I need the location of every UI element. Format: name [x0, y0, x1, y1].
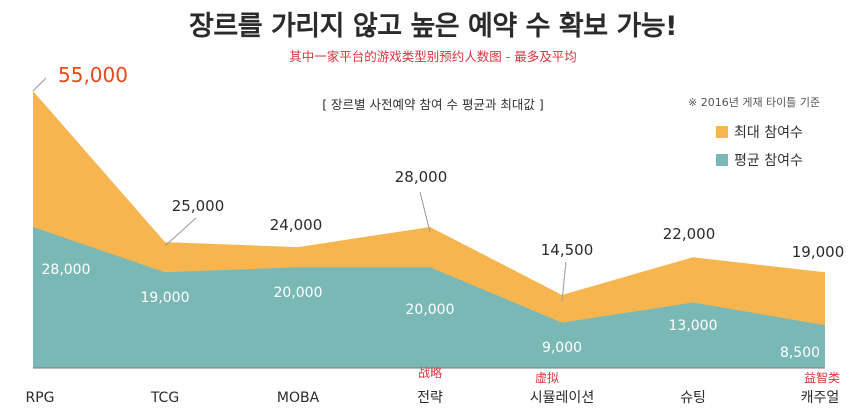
footnote: ※ 2016년 게재 타이틀 기준 [688, 96, 821, 109]
category-label-2: MOBA [277, 390, 320, 406]
leader-line-max-4 [561, 261, 567, 302]
subtitle-translation: 其中一家平台的游戏类型别预约人数图 - 最多及平均 [289, 49, 577, 64]
series-avg-area [33, 226, 825, 368]
leader-line-max-0 [32, 77, 47, 92]
legend-item-max: 최대 참여수 [716, 118, 803, 146]
category-translation-6: 益智类 [804, 370, 840, 385]
legend-item-avg: 평균 참여수 [716, 146, 803, 174]
category-label-3: 전략 [417, 390, 443, 406]
category-translation-3: 战略 [418, 365, 442, 380]
legend-swatch-avg [716, 154, 728, 166]
leader-line-max-3 [419, 191, 431, 233]
legend-label-avg: 평균 참여수 [734, 153, 803, 169]
category-label-4: 시뮬레이션 [530, 390, 594, 406]
headline: 장르를 가리지 않고 높은 예약 수 확보 가능! [189, 11, 677, 42]
category-label-0: RPG [25, 390, 54, 406]
data-label-avg-0: 28,000 [42, 262, 91, 278]
legend: 최대 참여수 평균 참여수 [716, 118, 803, 174]
category-translation-4: 虚拟 [535, 371, 559, 385]
category-label-6: 캐주얼 [801, 390, 840, 406]
legend-label-max: 최대 참여수 [734, 125, 803, 141]
data-label-max-6: 19,000 [792, 243, 845, 261]
data-label-max-0: 55,000 [58, 63, 128, 87]
data-label-avg-2: 20,000 [274, 285, 323, 301]
data-label-avg-4: 9,000 [542, 340, 582, 356]
data-label-max-3: 28,000 [395, 168, 448, 186]
data-label-avg-1: 19,000 [141, 290, 190, 306]
data-label-max-4: 14,500 [541, 241, 594, 259]
category-label-5: 슈팅 [680, 390, 706, 406]
data-label-avg-3: 20,000 [406, 302, 455, 318]
legend-swatch-max [716, 126, 728, 138]
data-label-max-2: 24,000 [270, 216, 323, 234]
data-label-max-5: 22,000 [663, 225, 716, 243]
chart-title: [ 장르별 사전예약 참여 수 평균과 최대값 ] [322, 97, 544, 112]
data-label-avg-5: 13,000 [669, 318, 718, 334]
data-label-max-1: 25,000 [172, 197, 225, 215]
category-label-1: TCG [150, 390, 179, 406]
leader-line-max-1 [164, 217, 197, 247]
data-label-avg-6: 8,500 [780, 345, 820, 361]
